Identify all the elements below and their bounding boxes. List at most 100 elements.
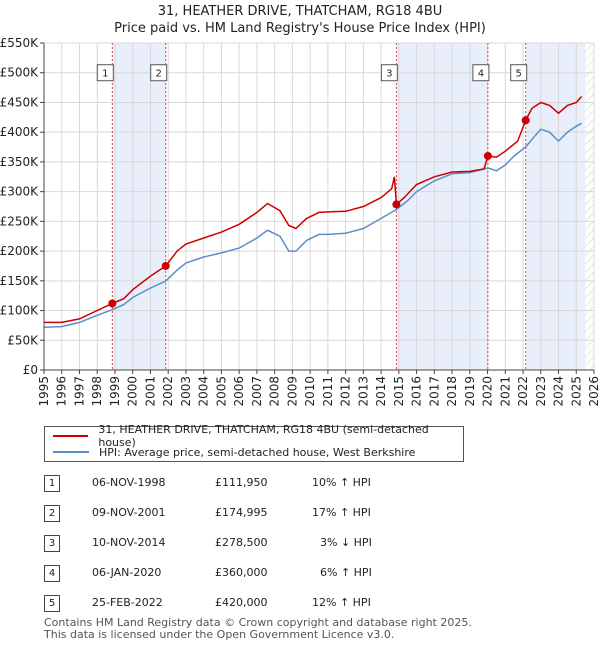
y-tick-label: £450K <box>0 95 39 109</box>
x-tick-label: 2025 <box>569 376 583 407</box>
transaction-row: 3 10-NOV-2014 £278,500 3% ↓ HPI <box>0 535 600 555</box>
x-tick-label: 2009 <box>285 376 299 407</box>
x-tick-label: 1999 <box>108 376 122 407</box>
legend-item-hpi: HPI: Average price, semi-detached house,… <box>53 444 415 460</box>
sale-point <box>521 116 530 125</box>
ownership-span <box>396 43 488 370</box>
sale-point <box>108 299 117 308</box>
y-tick-label: £100K <box>0 304 39 318</box>
x-tick-label: 2013 <box>356 376 370 407</box>
transaction-row: 5 25-FEB-2022 £420,000 12% ↑ HPI <box>0 595 600 615</box>
sale-marker-label: 2 <box>156 69 162 80</box>
transaction-row: 4 06-JAN-2020 £360,000 6% ↑ HPI <box>0 565 600 585</box>
transaction-number: 5 <box>44 595 60 612</box>
transaction-date: 09-NOV-2001 <box>92 506 166 519</box>
transaction-hpi: 10% ↑ HPI <box>312 476 371 489</box>
x-tick-label: 2008 <box>268 376 282 407</box>
transaction-row: 1 06-NOV-1998 £111,950 10% ↑ HPI <box>0 475 600 495</box>
transaction-hpi: 12% ↑ HPI <box>312 596 371 609</box>
sale-marker-box <box>150 64 168 82</box>
legend-item-property: 31, HEATHER DRIVE, THATCHAM, RG18 4BU (s… <box>53 423 463 449</box>
legend-label-property: 31, HEATHER DRIVE, THATCHAM, RG18 4BU (s… <box>98 423 429 449</box>
y-tick-label: £200K <box>0 244 39 258</box>
x-tick-label: 2026 <box>587 376 600 407</box>
x-tick-label: 2003 <box>179 376 193 407</box>
x-tick-label: 2019 <box>463 376 477 407</box>
x-tick-label: 2010 <box>303 376 317 407</box>
ownership-span <box>525 43 586 370</box>
x-tick-label: 2018 <box>445 376 459 407</box>
transaction-hpi: 17% ↑ HPI <box>312 506 371 519</box>
footer: Contains HM Land Registry data © Crown c… <box>44 617 472 641</box>
future-hatch <box>585 43 594 370</box>
transaction-price: £111,950 <box>215 476 268 489</box>
y-tick-label: £400K <box>0 125 39 139</box>
y-tick-label: £350K <box>0 155 39 169</box>
x-tick-label: 2017 <box>427 376 441 407</box>
chart-title-line1: 31, HEATHER DRIVE, THATCHAM, RG18 4BU <box>157 4 443 19</box>
y-tick-label: £0 <box>23 363 38 377</box>
x-tick-label: 2004 <box>197 376 211 407</box>
transaction-number: 1 <box>44 475 60 492</box>
property-series-line <box>44 96 583 324</box>
x-tick-label: 2007 <box>250 376 264 407</box>
y-tick-label: £300K <box>0 185 39 199</box>
sale-point <box>161 261 170 270</box>
x-tick-label: 2020 <box>481 376 495 407</box>
x-tick-label: 2023 <box>534 376 548 407</box>
x-tick-label: 2011 <box>321 376 335 407</box>
transaction-hpi: 3% ↓ HPI <box>320 536 372 549</box>
x-tick-label: 2002 <box>161 376 175 407</box>
y-tick-label: £150K <box>0 274 39 288</box>
transaction-price: £278,500 <box>215 536 268 549</box>
y-tick-label: £550K <box>0 36 39 50</box>
footer-copyright: Contains HM Land Registry data © Crown c… <box>44 616 472 629</box>
footer-licence: This data is licensed under the Open Gov… <box>44 628 395 641</box>
transaction-number: 4 <box>44 565 60 582</box>
hpi-series-line <box>43 122 582 328</box>
transaction-date: 06-JAN-2020 <box>92 566 162 579</box>
x-tick-label: 2005 <box>214 376 228 407</box>
x-tick-label: 2015 <box>392 376 406 407</box>
x-tick-label: 1998 <box>90 376 104 407</box>
x-tick-label: 1997 <box>72 376 86 407</box>
sale-marker-box <box>96 64 114 82</box>
x-tick-label: 2006 <box>232 376 246 407</box>
sale-marker-label: 1 <box>102 69 108 80</box>
x-tick-label: 2016 <box>410 376 424 407</box>
legend-label-hpi: HPI: Average price, semi-detached house,… <box>99 445 416 459</box>
sale-point <box>392 200 401 209</box>
chart-title-line2: Price paid vs. HM Land Registry's House … <box>114 21 486 36</box>
transaction-number: 2 <box>44 505 60 522</box>
x-tick-label: 2024 <box>552 376 566 407</box>
legend-swatch-property <box>53 435 89 437</box>
sale-marker-box <box>380 64 398 82</box>
transaction-number: 3 <box>44 535 60 552</box>
x-tick-label: 1996 <box>55 376 69 407</box>
sale-point <box>483 151 492 160</box>
y-tick-label: £250K <box>0 214 39 228</box>
transaction-hpi: 6% ↑ HPI <box>320 566 372 579</box>
x-tick-label: 2022 <box>516 376 530 407</box>
x-tick-label: 2001 <box>143 376 157 407</box>
y-tick-label: £500K <box>0 66 39 80</box>
transaction-price: £174,995 <box>215 506 268 519</box>
transaction-price: £360,000 <box>215 566 268 579</box>
transaction-date: 06-NOV-1998 <box>92 476 166 489</box>
sale-marker-box <box>510 64 528 82</box>
x-tick-label: 2021 <box>498 376 512 407</box>
transaction-price: £420,000 <box>215 596 268 609</box>
legend: 31, HEATHER DRIVE, THATCHAM, RG18 4BU (s… <box>44 423 464 462</box>
sale-marker-label: 4 <box>478 69 484 80</box>
sale-marker-label: 5 <box>516 69 522 80</box>
legend-swatch-hpi <box>53 451 89 453</box>
price-chart: 1 2 3 4 5 £0 £50K £100K £150K £200K £250K £300K £35… <box>0 36 600 407</box>
y-tick-label: £50K <box>7 333 39 347</box>
transaction-date: 25-FEB-2022 <box>92 596 163 609</box>
transaction-date: 10-NOV-2014 <box>92 536 166 549</box>
x-tick-label: 2012 <box>339 376 353 407</box>
ownership-span <box>112 43 166 370</box>
x-tick-label: 2000 <box>126 376 140 407</box>
x-tick-label: 2014 <box>374 376 388 407</box>
x-tick-label: 1995 <box>37 376 51 407</box>
